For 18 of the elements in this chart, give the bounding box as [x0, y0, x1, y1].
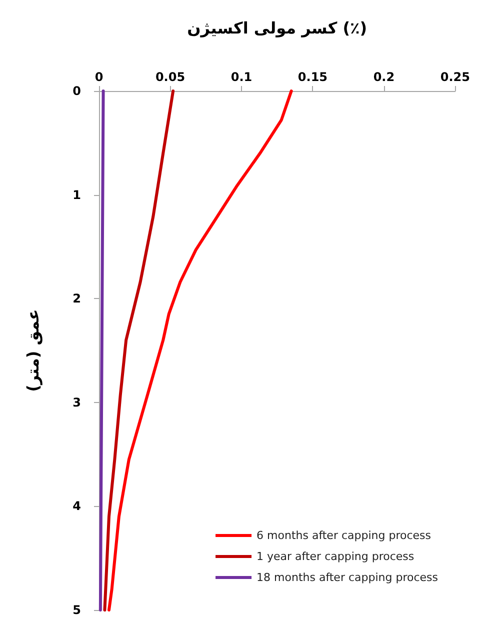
x-tick-label: 0.1	[230, 70, 252, 84]
y-tick-label: 0	[72, 84, 81, 98]
legend-label: 6 months after capping process	[256, 529, 432, 542]
x-tick-label: 0.2	[373, 70, 395, 84]
y-tick-label: 2	[72, 292, 81, 306]
legend-label: 1 year after capping process	[256, 550, 414, 563]
legend-label: 18 months after capping process	[256, 571, 438, 584]
y-tick-label: 4	[72, 499, 81, 514]
x-tick-label: 0.15	[298, 70, 328, 84]
y-tick-label: 3	[72, 395, 81, 410]
line-series	[103, 90, 175, 612]
y-tick-label: 1	[72, 188, 81, 202]
x-tick-label: 0.05	[155, 70, 186, 84]
x-tick-label: 0	[94, 70, 104, 84]
y-tick-label: 5	[72, 603, 81, 617]
x-tick-label: 0.25	[440, 70, 470, 84]
y-axis-title: عمق (متر)	[24, 309, 42, 392]
x-axis-title: کسر مولی اکسیژن (٪)	[187, 18, 368, 38]
